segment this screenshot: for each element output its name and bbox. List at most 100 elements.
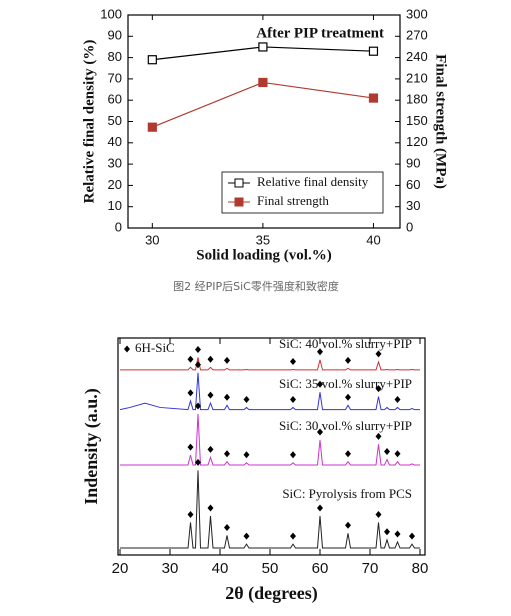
- peak-marker: [290, 395, 296, 403]
- peak-marker: [187, 510, 194, 518]
- series-line: [152, 81, 374, 128]
- peak-marker: [375, 510, 382, 518]
- y-axis-label: Indensity (a.u.): [81, 388, 102, 505]
- y-tick-label: 40: [108, 134, 122, 149]
- peak-marker: [317, 380, 323, 388]
- y-tick-label: 100: [100, 6, 122, 21]
- data-point: [258, 77, 268, 88]
- x-tick-label: 35: [256, 232, 270, 247]
- peak-marker: [375, 350, 382, 358]
- peak-marker: [375, 385, 382, 393]
- y2-tick-label: 300: [406, 6, 428, 21]
- peak-marker: [317, 348, 323, 356]
- x-axis-label: Solid loading (vol.%): [196, 247, 331, 263]
- peak-marker: [207, 355, 214, 363]
- y2-tick-label: 60: [406, 177, 420, 192]
- annotation: After PIP treatment: [256, 25, 384, 41]
- peak-marker: [345, 356, 351, 364]
- y-axis-label: Relative final density (%): [81, 40, 97, 204]
- y-tick-label: 50: [108, 113, 122, 128]
- y-tick-label: 80: [108, 49, 122, 64]
- data-point: [368, 93, 379, 103]
- peak-marker: [195, 346, 201, 354]
- x-tick-label: 70: [362, 560, 379, 577]
- legend-box: [221, 171, 384, 214]
- peak-marker: [317, 504, 323, 512]
- y2-tick-label: 30: [406, 198, 420, 213]
- legend-label: 6H-SiC: [135, 340, 175, 355]
- series-label: SiC: 35 vol.% slurry+PIP: [279, 376, 412, 391]
- series-label: SiC: 40 vol.% slurry+PIP: [279, 336, 412, 351]
- legend-marker: [234, 197, 244, 207]
- peak-marker: [195, 458, 201, 466]
- x-tick-label: 20: [112, 560, 129, 577]
- caption: 图2 经PIP后SiC零件强度和致密度: [173, 279, 339, 293]
- peak-marker: [290, 357, 296, 365]
- plot-frame: [117, 337, 426, 556]
- peak-marker: [384, 528, 390, 536]
- peak-marker: [243, 532, 250, 540]
- y2-tick-label: 210: [406, 70, 428, 85]
- peak-marker: [345, 393, 351, 401]
- y2-axis-label: Final strength (MPa): [433, 54, 449, 189]
- peak-marker: [195, 402, 201, 410]
- series-label: SiC: 30 vol.% slurry+PIP: [279, 418, 412, 433]
- y-tick-label: 70: [108, 70, 122, 85]
- peak-marker: [243, 451, 250, 459]
- data-point: [368, 46, 379, 56]
- x-tick-label: 40: [366, 232, 380, 247]
- peak-marker: [384, 448, 390, 456]
- y-tick-label: 90: [108, 28, 122, 43]
- y-tick-label: 0: [115, 219, 122, 234]
- legend-marker: [124, 345, 130, 353]
- data-point: [258, 42, 268, 52]
- y2-tick-label: 0: [406, 219, 413, 234]
- peak-marker: [409, 532, 415, 540]
- x-tick-label: 60: [312, 560, 329, 577]
- legend-marker: [234, 178, 244, 188]
- peak-marker: [290, 451, 296, 459]
- peak-marker: [224, 356, 230, 364]
- peak-marker: [290, 532, 296, 540]
- y-tick-label: 30: [108, 156, 122, 171]
- peak-marker: [394, 450, 401, 458]
- y-tick-label: 60: [108, 92, 122, 107]
- x-tick-label: 30: [145, 232, 159, 247]
- peak-marker: [345, 521, 351, 529]
- data-point: [147, 55, 157, 65]
- peak-marker: [187, 355, 194, 363]
- spectrum-line: [120, 470, 420, 549]
- peak-marker: [394, 530, 401, 538]
- peak-marker: [207, 445, 214, 453]
- y2-tick-label: 270: [406, 28, 428, 43]
- peak-marker: [375, 432, 382, 440]
- peak-marker: [207, 504, 214, 512]
- legend-label: Relative final density: [257, 174, 369, 189]
- data-point: [147, 122, 157, 132]
- peak-marker: [224, 450, 230, 458]
- peak-marker: [207, 391, 214, 399]
- peak-marker: [187, 389, 194, 397]
- x-axis-label: 2θ (degrees): [225, 583, 318, 604]
- y2-tick-label: 90: [406, 156, 420, 171]
- peak-marker: [243, 395, 250, 403]
- y2-tick-label: 180: [406, 92, 428, 107]
- peak-marker: [224, 393, 230, 401]
- x-tick-label: 50: [262, 560, 279, 577]
- y-tick-label: 10: [108, 198, 122, 213]
- series-label: SiC: Pyrolysis from PCS: [282, 486, 412, 501]
- legend-label: Final strength: [257, 193, 329, 208]
- y2-tick-label: 120: [406, 134, 428, 149]
- peak-marker: [195, 361, 201, 369]
- y-tick-label: 20: [108, 177, 122, 192]
- y2-tick-label: 150: [406, 113, 428, 128]
- peak-marker: [394, 395, 401, 403]
- spectrum-line: [120, 413, 420, 466]
- x-tick-label: 40: [212, 560, 229, 577]
- spectrum-line: [119, 372, 420, 411]
- x-tick-label: 80: [412, 560, 429, 577]
- peak-marker: [187, 443, 194, 451]
- peak-marker: [224, 523, 230, 531]
- peak-marker: [345, 450, 351, 458]
